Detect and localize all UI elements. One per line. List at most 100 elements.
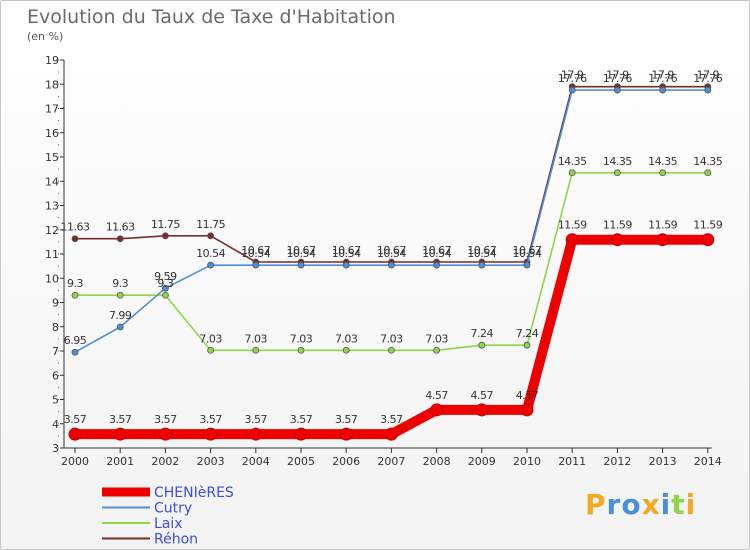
y-tick-label: 8 (52, 321, 59, 334)
x-tick-label: 2011 (558, 455, 586, 468)
data-point (523, 261, 531, 269)
data-label: 7.03 (335, 332, 358, 345)
data-label: 3.57 (335, 413, 358, 426)
data-point (207, 261, 215, 269)
data-point (430, 403, 444, 417)
data-label: 9.59 (154, 270, 177, 283)
data-label: 9.3 (67, 277, 83, 290)
x-tick-label: 2004 (242, 455, 270, 468)
data-label: 17.9 (697, 69, 720, 82)
x-tick-label: 2012 (603, 455, 631, 468)
proxiti-logo: Proxiti (585, 488, 697, 521)
chart-title: Evolution du Taux de Taxe d'Habitation (27, 6, 396, 28)
data-label: 10.54 (287, 247, 316, 260)
data-point (207, 346, 215, 354)
data-point (161, 291, 169, 299)
x-tick-label: 2014 (694, 455, 722, 468)
data-point (342, 346, 350, 354)
data-label: 3.57 (109, 413, 132, 426)
data-label: 3.57 (154, 413, 177, 426)
data-label: 10.54 (377, 247, 406, 260)
data-label: 7.03 (290, 332, 313, 345)
data-point (249, 427, 263, 441)
data-point (252, 346, 260, 354)
data-label: 10.67 (422, 244, 451, 257)
x-tick-label: 2013 (649, 455, 677, 468)
y-tick-label: 17 (45, 103, 59, 116)
y-tick-label: 3 (52, 442, 59, 455)
data-label: 10.54 (332, 247, 361, 260)
data-label: 17.9 (651, 69, 674, 82)
data-label: 10.67 (467, 244, 496, 257)
data-point (71, 235, 79, 243)
data-label: 10.54 (241, 247, 270, 260)
data-point (387, 346, 395, 354)
y-tick-label: 10 (45, 272, 59, 285)
data-label: 3.57 (245, 413, 268, 426)
data-label: 11.59 (648, 219, 677, 232)
data-label: 10.67 (332, 244, 361, 257)
data-point (297, 346, 305, 354)
data-point (297, 261, 305, 269)
data-point (116, 323, 124, 331)
x-tick-label: 2000 (61, 455, 89, 468)
y-tick-label: 15 (45, 151, 59, 164)
data-point (161, 284, 169, 292)
data-point (478, 261, 486, 269)
y-tick-label: 11 (45, 248, 59, 261)
y-tick-label: 14 (45, 175, 59, 188)
legend-label: CHENIèRES (154, 485, 234, 501)
data-label: 10.67 (377, 244, 406, 257)
data-label: 4.57 (516, 389, 539, 402)
data-point (252, 261, 260, 269)
data-label: 10.54 (513, 247, 542, 260)
data-point (294, 427, 308, 441)
data-point (610, 233, 624, 247)
data-point (342, 261, 350, 269)
data-label: 6.95 (64, 334, 87, 347)
y-tick-label: 5 (52, 394, 59, 407)
data-label: 10.67 (513, 244, 542, 257)
data-label: 10.67 (241, 244, 270, 257)
data-label: 9.3 (157, 277, 173, 290)
data-label: 11.75 (151, 218, 180, 231)
y-tick-label: 6 (52, 369, 59, 382)
x-tick-label: 2006 (332, 455, 360, 468)
data-label: 17.9 (561, 69, 584, 82)
data-label: 17.9 (606, 69, 629, 82)
data-label: 11.63 (106, 221, 135, 234)
y-tick-label: 4 (52, 418, 59, 431)
y-tick-label: 12 (45, 224, 59, 237)
data-label: 7.99 (109, 309, 132, 322)
data-label: 3.57 (64, 413, 87, 426)
x-tick-label: 2002 (151, 455, 179, 468)
data-point (565, 233, 579, 247)
axes: 3 4 5 6 7 8 9 10 11 12 13 14 15 16 17 18 19 2000 2001 2002 2… (45, 54, 722, 468)
data-point (704, 169, 712, 177)
data-label: 14.35 (603, 155, 632, 168)
data-point (701, 233, 715, 247)
data-label: 4.57 (471, 389, 494, 402)
data-label: 7.24 (516, 327, 539, 340)
data-point (433, 261, 441, 269)
x-tick-label: 2009 (468, 455, 496, 468)
data-label: 14.35 (693, 155, 722, 168)
data-point (116, 291, 124, 299)
data-label: 11.75 (196, 218, 225, 231)
data-point (68, 427, 82, 441)
data-point (161, 232, 169, 240)
y-tick-label: 18 (45, 78, 59, 91)
data-label: 17.76 (648, 72, 677, 85)
data-label: 7.24 (471, 327, 494, 340)
data-labels: 11.63 11.63 11.75 11.75 10.67 10.67 10.67 10.67… (61, 69, 724, 427)
y-tick-label: 19 (45, 54, 59, 67)
legend-label: Réhon (154, 532, 198, 548)
data-point (113, 427, 127, 441)
data-point (704, 86, 712, 94)
y-tick-label: 9 (52, 297, 59, 310)
data-point (71, 291, 79, 299)
data-point (387, 261, 395, 269)
data-point (158, 427, 172, 441)
y-tick-label: 7 (52, 345, 59, 358)
